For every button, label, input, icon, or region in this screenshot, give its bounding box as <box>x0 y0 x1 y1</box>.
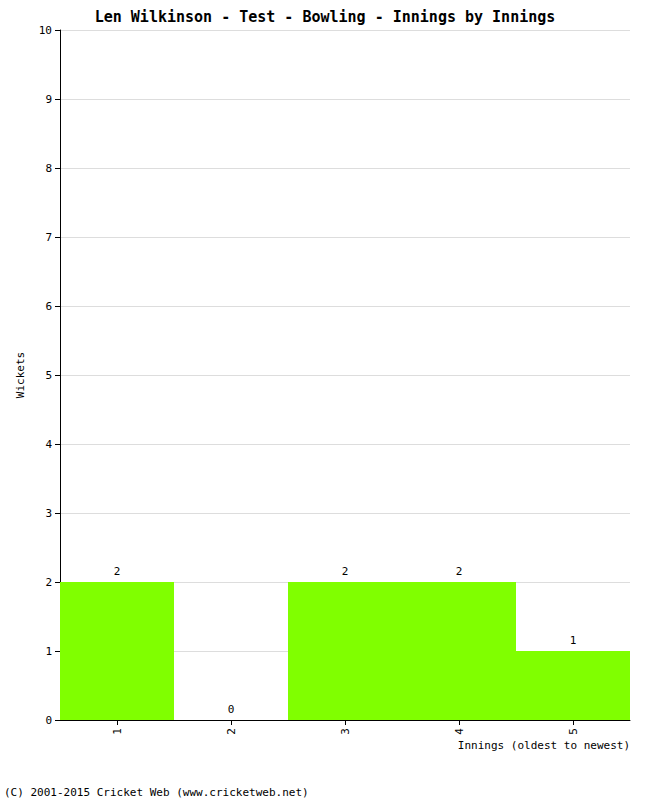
svg-text:3: 3 <box>45 507 52 520</box>
svg-text:0: 0 <box>228 703 235 716</box>
svg-text:Len Wilkinson - Test - Bowling: Len Wilkinson - Test - Bowling - Innings… <box>95 8 556 26</box>
svg-text:(C) 2001-2015 Cricket Web (www: (C) 2001-2015 Cricket Web (www.cricketwe… <box>4 786 309 799</box>
svg-text:4: 4 <box>453 728 466 735</box>
svg-text:2: 2 <box>342 565 349 578</box>
svg-text:3: 3 <box>339 728 352 735</box>
svg-text:6: 6 <box>45 300 52 313</box>
svg-text:Wickets: Wickets <box>14 352 27 398</box>
svg-text:Innings (oldest to newest): Innings (oldest to newest) <box>458 739 630 752</box>
svg-text:2: 2 <box>225 728 238 735</box>
svg-text:2: 2 <box>45 576 52 589</box>
svg-text:2: 2 <box>456 565 463 578</box>
svg-text:0: 0 <box>45 714 52 727</box>
svg-text:10: 10 <box>39 24 52 37</box>
svg-text:9: 9 <box>45 93 52 106</box>
svg-text:4: 4 <box>45 438 52 451</box>
svg-text:1: 1 <box>45 645 52 658</box>
svg-text:5: 5 <box>45 369 52 382</box>
svg-text:2: 2 <box>114 565 121 578</box>
svg-text:1: 1 <box>111 728 124 735</box>
svg-text:8: 8 <box>45 162 52 175</box>
svg-text:1: 1 <box>570 634 577 647</box>
svg-text:5: 5 <box>567 728 580 735</box>
svg-text:7: 7 <box>45 231 52 244</box>
